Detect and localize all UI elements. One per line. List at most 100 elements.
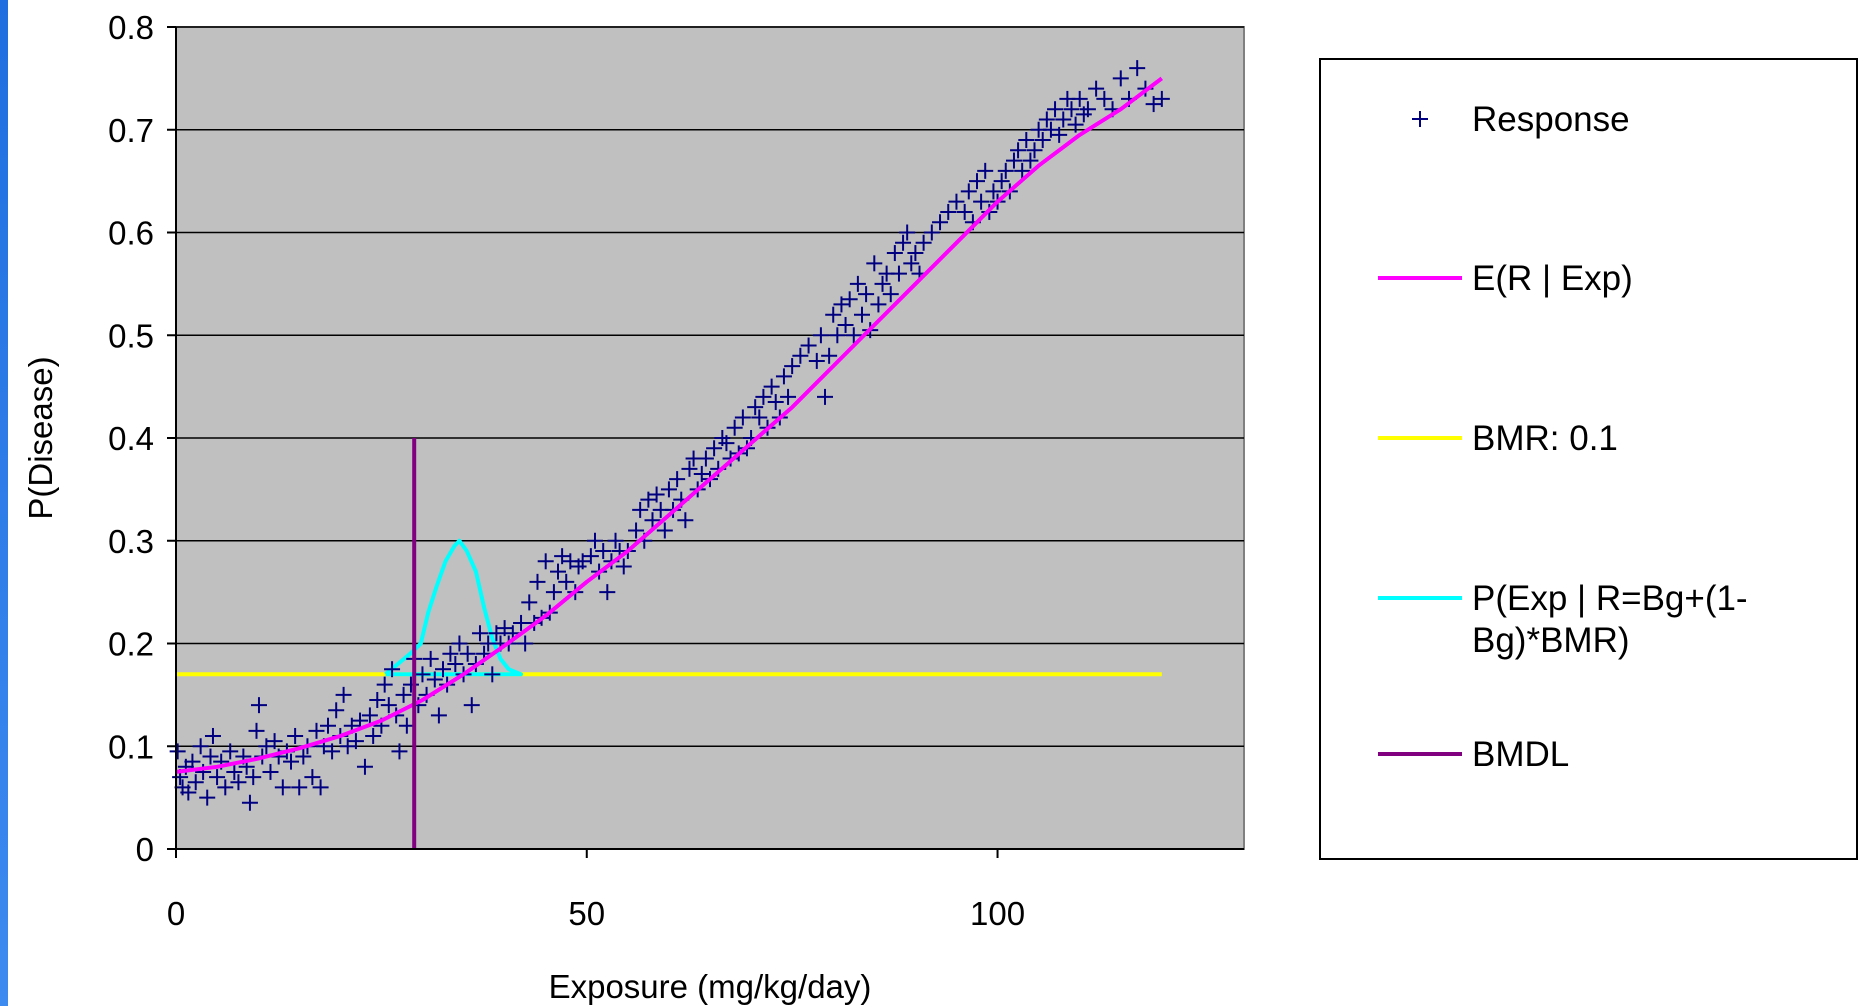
scatter-point <box>923 224 940 241</box>
scatter-point <box>973 193 990 210</box>
scatter-point <box>384 661 401 678</box>
scatter-point <box>488 625 505 642</box>
scatter-point <box>266 733 283 750</box>
x-tick-label: 50 <box>568 895 605 932</box>
series-exposure-distribution-line <box>384 538 523 677</box>
scatter-point <box>582 548 599 565</box>
scatter-point <box>258 738 275 755</box>
scatter-point <box>574 553 591 570</box>
scatter-point <box>339 738 356 755</box>
scatter-point <box>1026 142 1043 159</box>
scatter-point <box>1047 101 1064 118</box>
scatter-point <box>304 769 321 786</box>
scatter-point <box>1022 152 1039 169</box>
legend-item-bmr: BMR: 0.1 <box>1378 419 1618 458</box>
gridlines <box>176 26 1244 747</box>
scatter-point <box>319 717 336 734</box>
scatter-point <box>245 769 262 786</box>
legend-item-bmdl: BMDL <box>1378 735 1569 774</box>
scatter-point <box>204 727 221 744</box>
scatter-point <box>422 650 439 667</box>
scatter-point <box>792 347 809 364</box>
scatter-point <box>870 296 887 313</box>
scatter-point <box>697 450 714 467</box>
scatter-point <box>763 378 780 395</box>
scatter-point <box>615 558 632 575</box>
scatter-point <box>866 255 883 272</box>
scatter-point <box>693 465 710 482</box>
scatter-point <box>356 758 373 775</box>
scatter-point <box>726 419 743 436</box>
scatter-point <box>426 671 443 688</box>
scatter-point <box>395 686 412 703</box>
y-tick-label: 0.1 <box>108 728 154 765</box>
scatter-point <box>706 440 723 457</box>
scatter-point <box>849 275 866 292</box>
scatter-point <box>681 460 698 477</box>
y-tick-label: 0.5 <box>108 317 154 354</box>
scatter-point <box>595 543 612 560</box>
scatter-point <box>780 388 797 405</box>
scatter-point <box>1010 142 1027 159</box>
scatter-point <box>784 358 801 375</box>
scatter-point <box>484 666 501 683</box>
scatter-point <box>800 337 817 354</box>
scatter-point <box>347 733 364 750</box>
scatter-point <box>199 789 216 806</box>
legend-label-response: Response <box>1472 100 1630 139</box>
scatter-point <box>287 727 304 744</box>
scatter-point <box>632 501 649 518</box>
legend-item-expected-response-label: E(R | Exp) <box>1472 259 1633 298</box>
scatter-point <box>1129 60 1146 77</box>
legend-item-expected-response: E(R | Exp) <box>1378 259 1633 298</box>
scatter-point <box>202 748 219 765</box>
scatter-point <box>895 234 912 251</box>
y-tick-label: 0.3 <box>108 523 154 560</box>
scatter-point <box>463 697 480 714</box>
scatter-point <box>529 573 546 590</box>
left-edge-strip <box>0 0 8 1006</box>
scatter-point <box>718 435 735 452</box>
legend-item-exposure-distribution-label-line: Bg)*BMR) <box>1472 621 1630 660</box>
scatter-point <box>291 779 308 796</box>
scatter-point <box>1096 90 1113 107</box>
scatter-point <box>808 352 825 369</box>
scatter-point <box>545 584 562 601</box>
scatter-point <box>767 394 784 411</box>
scatter-point <box>821 347 838 364</box>
scatter-point <box>352 712 369 729</box>
scatter-point <box>537 553 554 570</box>
scatter-point <box>940 203 957 220</box>
scatter-point <box>882 286 899 303</box>
scatter-point <box>451 635 468 652</box>
x-axis-title: Exposure (mg/kg/day) <box>549 968 872 1005</box>
scatter-point <box>328 702 345 719</box>
scatter-point <box>376 676 393 693</box>
scatter-point <box>169 743 186 760</box>
series-layer <box>169 60 1170 849</box>
scatter-point <box>969 173 985 190</box>
scatter-point <box>380 697 397 714</box>
scatter-point <box>217 779 234 796</box>
scatter-point <box>435 661 451 678</box>
scatter-point <box>447 656 464 673</box>
scatter-point <box>656 522 673 539</box>
scatter-point <box>230 774 247 791</box>
scatter-point <box>1079 101 1096 118</box>
scatter-point <box>1145 96 1162 113</box>
scatter-point <box>1088 80 1105 97</box>
tick-labels: 0 0.1 0.2 0.3 0.4 0.5 0.6 0.7 0.8 0 50 100 <box>108 9 1025 932</box>
scatter-point <box>324 743 341 760</box>
scatter-point <box>361 707 378 724</box>
scatter-point <box>283 753 300 770</box>
legend-item-exposure-distribution: P(Exp | R=Bg+(1-Bg)*BMR) <box>1378 579 1748 660</box>
legend-box <box>1319 58 1858 860</box>
scatter-point <box>874 275 891 292</box>
scatter-point <box>274 779 291 796</box>
scatter-point <box>845 327 862 344</box>
scatter-point <box>369 692 386 709</box>
legend-item-bmdl-label: BMDL <box>1472 735 1569 774</box>
scatter-point <box>1153 90 1170 107</box>
scatter-point <box>558 573 575 590</box>
legend: Response E(R | Exp) BMR: 0.1 P(Exp | R=Bg+(… <box>1319 58 1858 860</box>
